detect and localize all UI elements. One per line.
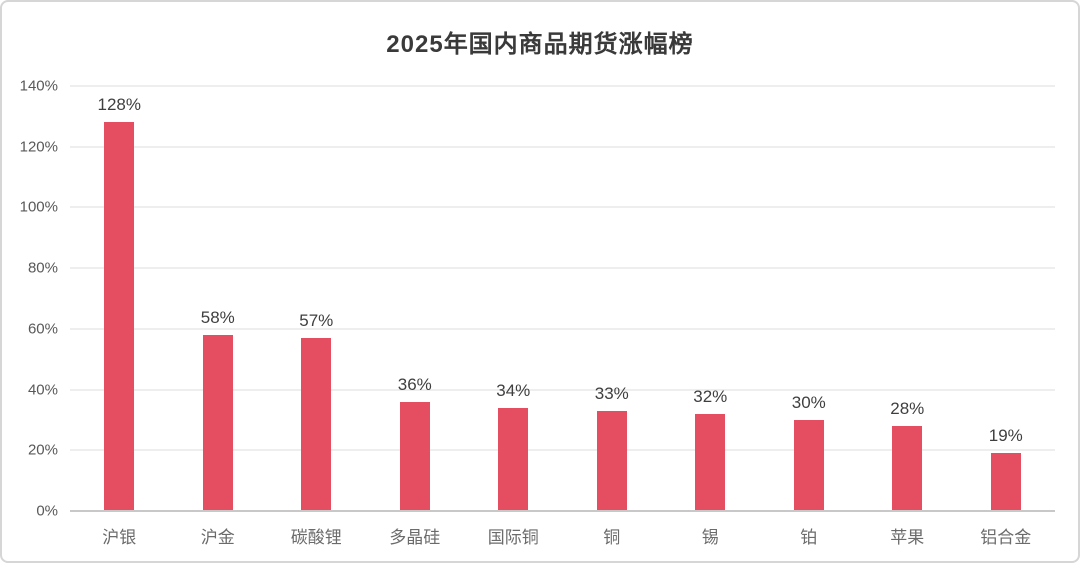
x-axis-line (70, 510, 1055, 512)
gridline (70, 327, 1055, 330)
y-tick-label: 40% (27, 381, 58, 399)
bar-value-label: 57% (299, 310, 334, 330)
x-category-label: 铂 (800, 528, 818, 547)
bar (498, 407, 529, 511)
bar-value-label: 58% (200, 307, 235, 327)
bar-column: 32% (661, 86, 760, 511)
x-category-label: 沪银 (102, 528, 137, 547)
bar (892, 426, 923, 511)
y-tick-label: 140% (19, 77, 58, 95)
bar (399, 401, 430, 511)
bar-value-label: 33% (594, 383, 629, 403)
y-tick-label: 0% (36, 502, 58, 520)
gridline (70, 85, 1055, 87)
x-category-label: 沪金 (200, 528, 235, 547)
gridline (70, 449, 1055, 452)
bar-column: 30% (760, 86, 859, 511)
bar-column: 58% (169, 86, 268, 511)
x-category-label: 碳酸锂 (290, 528, 342, 547)
bar-value-label: 128% (97, 95, 141, 115)
bar-column: 28% (858, 86, 957, 511)
x-category-label: 锡 (701, 528, 719, 547)
bar (596, 410, 627, 511)
gridline (70, 388, 1055, 391)
bar-column: 128% (70, 86, 169, 511)
gridline (70, 145, 1055, 148)
x-category-label: 苹果 (890, 528, 925, 547)
bars-layer: 128% 58% 57% 36% 34% 33% 32% 30% 28% 19% (70, 86, 1055, 511)
gridline (70, 206, 1055, 209)
bar (301, 337, 332, 511)
bar-value-label: 32% (693, 386, 728, 406)
y-tick-label: 20% (27, 441, 58, 459)
bar-column: 19% (957, 86, 1056, 511)
bar-column: 57% (267, 86, 366, 511)
bar-value-label: 30% (791, 392, 826, 412)
x-category-label: 铜 (603, 528, 621, 547)
bar (104, 122, 135, 511)
x-category-label: 多晶硅 (389, 528, 441, 547)
chart-title: 2025年国内商品期货涨幅榜 (386, 31, 694, 58)
y-tick-label: 120% (19, 138, 58, 156)
bar (793, 419, 824, 511)
bar-value-label: 36% (397, 374, 432, 394)
gridline (70, 267, 1055, 270)
bar (202, 334, 233, 511)
bar-value-label: 34% (496, 380, 531, 400)
bar (695, 413, 726, 511)
bar (990, 453, 1021, 511)
bar-column: 33% (563, 86, 662, 511)
y-tick-label: 60% (27, 320, 58, 338)
bar-value-label: 19% (988, 426, 1023, 446)
bar-value-label: 28% (890, 399, 925, 418)
x-axis-labels: 沪银 沪金 碳酸锂 多晶硅 国际铜 铜 锡 铂 苹果 铝合金 (70, 523, 1055, 548)
x-category-label: 铝合金 (980, 528, 1032, 547)
x-category-label: 国际铜 (487, 528, 539, 547)
y-tick-label: 100% (19, 198, 58, 216)
bar-column: 36% (366, 86, 465, 511)
plot-area: 0% 20% 40% 60% 80% 100% 120% 140% 128% 58% 57% 36%… (20, 78, 1055, 520)
y-tick-label: 80% (27, 259, 58, 277)
bar-column: 34% (464, 86, 563, 511)
